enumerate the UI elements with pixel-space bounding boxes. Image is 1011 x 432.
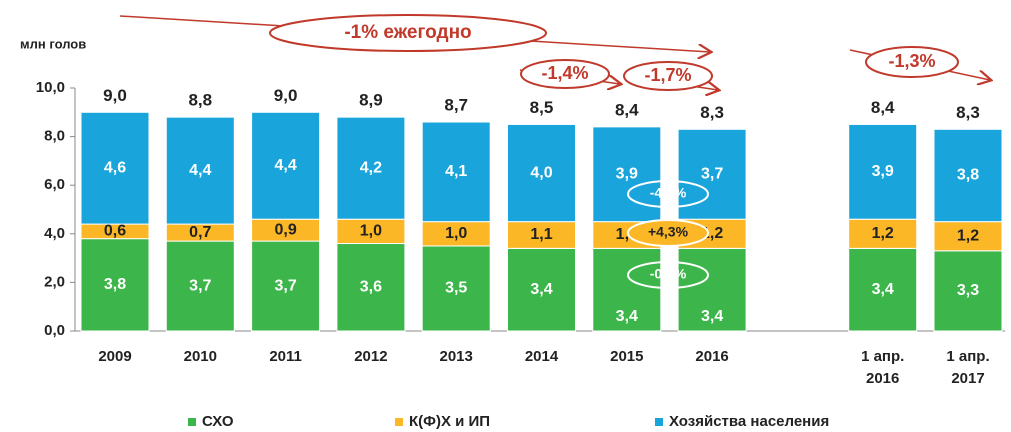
bar-segment bbox=[421, 245, 491, 332]
x-tick-label: 2015 bbox=[610, 348, 643, 365]
total-label: 9,0 bbox=[103, 86, 127, 105]
value-label: 3,6 bbox=[360, 278, 382, 295]
y-tick-label: 8,0 bbox=[44, 128, 65, 145]
x-tick-label: 2009 bbox=[98, 348, 131, 365]
value-label: 3,9 bbox=[616, 165, 638, 182]
value-label: 3,8 bbox=[104, 276, 126, 293]
value-label: 4,4 bbox=[274, 157, 296, 174]
value-label: 3,4 bbox=[701, 308, 723, 325]
value-label: 0,7 bbox=[189, 224, 211, 241]
total-label: 8,3 bbox=[700, 103, 724, 122]
legend-label: СХО bbox=[202, 413, 234, 430]
value-label: 1,0 bbox=[360, 223, 382, 240]
bar-segment bbox=[251, 240, 321, 332]
value-label: 4,2 bbox=[360, 159, 382, 176]
bar-segment bbox=[848, 247, 918, 332]
value-label: 1,2 bbox=[872, 225, 894, 242]
total-label: 8,4 bbox=[615, 100, 639, 119]
value-label: 4,0 bbox=[530, 164, 552, 181]
annotation-ellipse bbox=[627, 219, 709, 247]
annotation: -1,4% bbox=[541, 63, 588, 83]
total-label: 8,4 bbox=[871, 98, 895, 117]
bar-segment bbox=[507, 221, 576, 249]
annotation-ellipse bbox=[865, 46, 959, 78]
y-tick-label: 4,0 bbox=[44, 225, 65, 242]
value-label: 0,9 bbox=[274, 221, 296, 238]
x-tick-label: 1 апр. 2016 bbox=[861, 348, 904, 387]
annotation: -1,7% bbox=[644, 65, 691, 85]
annotation-ellipse bbox=[627, 180, 709, 208]
value-label: 1,2 bbox=[957, 227, 979, 244]
legend-swatch bbox=[655, 418, 663, 426]
bar-segment bbox=[421, 121, 491, 223]
bar-segment bbox=[165, 116, 235, 225]
value-label: 4,6 bbox=[104, 159, 126, 176]
bar-segment bbox=[80, 111, 150, 225]
x-tick-label: 2012 bbox=[354, 348, 387, 365]
y-tick-label: 2,0 bbox=[44, 273, 65, 290]
x-tick-label: 2011 bbox=[269, 348, 302, 365]
legend-label: Хозяйства населения bbox=[669, 413, 829, 430]
x-tick-label: 2013 bbox=[440, 348, 473, 365]
value-label: 3,4 bbox=[530, 281, 552, 298]
value-label: 3,4 bbox=[616, 308, 638, 325]
value-label: 4,1 bbox=[445, 163, 467, 180]
annotation-ellipse bbox=[627, 261, 709, 289]
x-tick-label: 2014 bbox=[525, 348, 559, 365]
x-tick-label: 2010 bbox=[184, 348, 217, 365]
annotation: +4,3% bbox=[648, 224, 689, 240]
annotation: -1,3% bbox=[888, 51, 935, 71]
bar-segment bbox=[251, 111, 321, 220]
bar-segment bbox=[80, 238, 150, 332]
value-label: 3,8 bbox=[957, 167, 979, 184]
annotation-ellipse bbox=[520, 59, 610, 89]
annotation: -0,8% bbox=[650, 266, 687, 282]
value-label: 3,3 bbox=[957, 282, 979, 299]
total-label: 8,9 bbox=[359, 91, 383, 110]
total-label: 9,0 bbox=[274, 86, 298, 105]
legend-swatch bbox=[188, 418, 196, 426]
bar-segment bbox=[336, 218, 406, 245]
y-axis-label: млн голов bbox=[20, 36, 86, 51]
value-label: 0,6 bbox=[104, 223, 126, 240]
annotation: -4,3% bbox=[650, 185, 687, 201]
bar-segment bbox=[336, 116, 406, 220]
total-label: 8,5 bbox=[530, 98, 554, 117]
total-label: 8,8 bbox=[188, 91, 212, 110]
value-label: 1,1 bbox=[530, 226, 552, 243]
legend-swatch bbox=[395, 418, 403, 426]
value-label: 4,4 bbox=[189, 162, 211, 179]
value-label: 3,4 bbox=[872, 281, 894, 298]
bar-segment bbox=[933, 250, 1003, 332]
annotation-ellipse bbox=[269, 14, 547, 52]
bar-segment bbox=[507, 247, 576, 332]
value-label: 1,0 bbox=[445, 225, 467, 242]
bar-segment bbox=[677, 247, 747, 332]
bar-segment bbox=[592, 247, 662, 332]
value-label: 3,9 bbox=[872, 163, 894, 180]
value-label: 3,5 bbox=[445, 280, 467, 297]
annotation: -1% ежегодно bbox=[344, 22, 471, 43]
bar-segment bbox=[848, 123, 918, 220]
value-label: 3,7 bbox=[701, 165, 723, 182]
value-label: 3,7 bbox=[189, 277, 211, 294]
annotation-ellipse bbox=[623, 61, 713, 91]
y-tick-label: 10,0 bbox=[36, 79, 65, 96]
bar-segment bbox=[507, 123, 576, 223]
x-tick-label: 1 апр. 2017 bbox=[946, 348, 989, 387]
y-tick-label: 6,0 bbox=[44, 176, 65, 193]
total-label: 8,7 bbox=[444, 96, 468, 115]
x-tick-label: 2016 bbox=[695, 348, 728, 365]
value-label: 3,7 bbox=[274, 277, 296, 294]
legend-label: К(Ф)Х и ИП bbox=[409, 413, 490, 430]
y-tick-label: 0,0 bbox=[44, 322, 65, 339]
total-label: 8,3 bbox=[956, 103, 980, 122]
bar-segment bbox=[933, 128, 1003, 223]
bar-segment bbox=[165, 240, 235, 332]
